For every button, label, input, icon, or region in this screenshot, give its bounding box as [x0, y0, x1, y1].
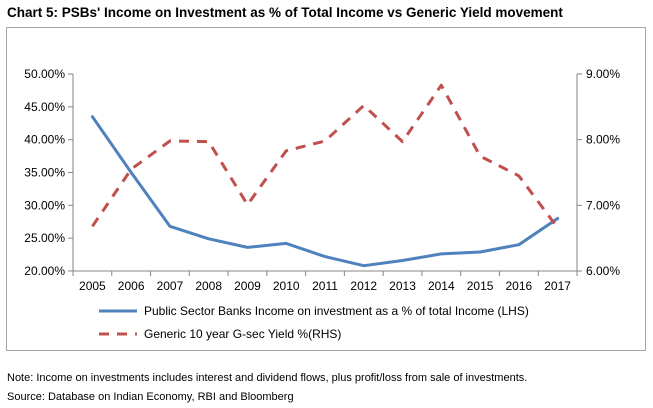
x-tick-label: 2008 [195, 279, 222, 293]
y-right-tick-label: 9.00% [586, 67, 620, 81]
x-tick-label: 2017 [544, 279, 571, 293]
chart-frame [6, 27, 646, 351]
series-line-gsec-yield [91, 83, 559, 229]
x-tick-label: 2010 [273, 279, 300, 293]
series-lines [90, 83, 560, 268]
series-line-psb-income [90, 115, 560, 268]
y-left-tick-label: 25.00% [24, 231, 65, 245]
chart-note: Note: Income on investments includes int… [7, 372, 528, 384]
x-tick-label: 2016 [505, 279, 532, 293]
legend-label: Generic 10 year G-sec Yield %(RHS) [144, 327, 341, 341]
chart-source: Source: Database on Indian Economy, RBI … [7, 391, 294, 403]
x-tick-label: 2007 [157, 279, 184, 293]
y-left-tick-label: 20.00% [24, 264, 65, 278]
y-right-tick-label: 7.00% [586, 198, 620, 212]
chart-title: Chart 5: PSBs' Income on Investment as %… [7, 5, 563, 20]
y-right-tick-label: 8.00% [586, 133, 620, 147]
x-tick-label: 2013 [389, 279, 416, 293]
x-tick-label: 2012 [350, 279, 377, 293]
legend: Public Sector Banks Income on investment… [99, 304, 529, 341]
legend-label: Public Sector Banks Income on investment… [144, 304, 529, 318]
x-tick-label: 2011 [312, 279, 338, 293]
y-left-tick-label: 40.00% [24, 133, 65, 147]
y-left-tick-label: 50.00% [24, 67, 65, 81]
y-left-tick-label: 35.00% [24, 166, 65, 180]
x-tick-label: 2015 [467, 279, 494, 293]
x-tick-label: 2005 [79, 279, 106, 293]
x-tick-label: 2014 [428, 279, 455, 293]
y-left-tick-label: 45.00% [24, 100, 65, 114]
axes: 20.00% 25.00% 30.00% 35.00% 40.00% 45.00% 50.0… [24, 67, 620, 293]
x-tick-label: 2006 [118, 279, 145, 293]
y-right-tick-label: 6.00% [586, 264, 620, 278]
x-tick-label: 2009 [234, 279, 261, 293]
y-left-tick-label: 30.00% [24, 198, 65, 212]
